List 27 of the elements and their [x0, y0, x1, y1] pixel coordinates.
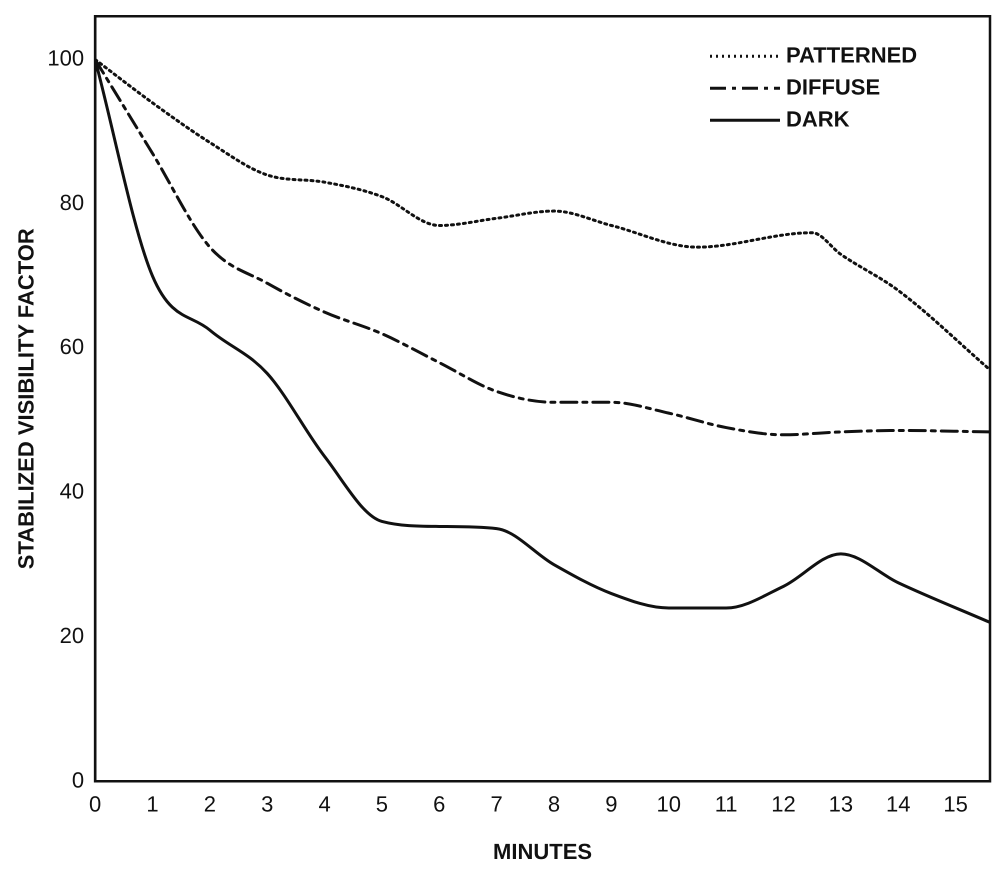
x-tick-label: 6 — [433, 791, 446, 816]
legend-label: PATTERNED — [786, 42, 918, 68]
x-tick-label: 14 — [886, 791, 910, 816]
x-tick-label: 5 — [376, 791, 388, 816]
x-tick-label: 1 — [146, 791, 159, 816]
x-tick-label: 3 — [261, 791, 274, 816]
x-tick-label: 7 — [490, 791, 503, 816]
x-tick-label: 8 — [548, 791, 560, 816]
x-tick-label: 13 — [828, 791, 854, 816]
x-tick-label: 2 — [204, 791, 216, 816]
x-tick-label: 4 — [318, 791, 331, 816]
y-axis-title: STABILIZED VISIBILITY FACTOR — [13, 228, 38, 570]
y-tick-label: 40 — [60, 478, 84, 504]
legend-label: DIFFUSE — [786, 74, 880, 100]
y-tick-label: 80 — [60, 190, 84, 215]
x-tick-label: 11 — [714, 791, 738, 816]
x-tick-label: 15 — [943, 791, 968, 816]
y-tick-label: 60 — [60, 334, 84, 360]
x-tick-label: 0 — [88, 791, 102, 816]
x-tick-label: 9 — [605, 791, 618, 816]
y-tick-label: 20 — [60, 622, 84, 648]
x-tick-label: 10 — [656, 791, 681, 816]
y-tick-label: 0 — [72, 767, 84, 792]
x-tick-label: 12 — [771, 791, 796, 816]
y-tick-label: 100 — [47, 46, 84, 71]
legend-label: DARK — [786, 106, 850, 132]
x-axis-title: MINUTES — [493, 838, 592, 864]
